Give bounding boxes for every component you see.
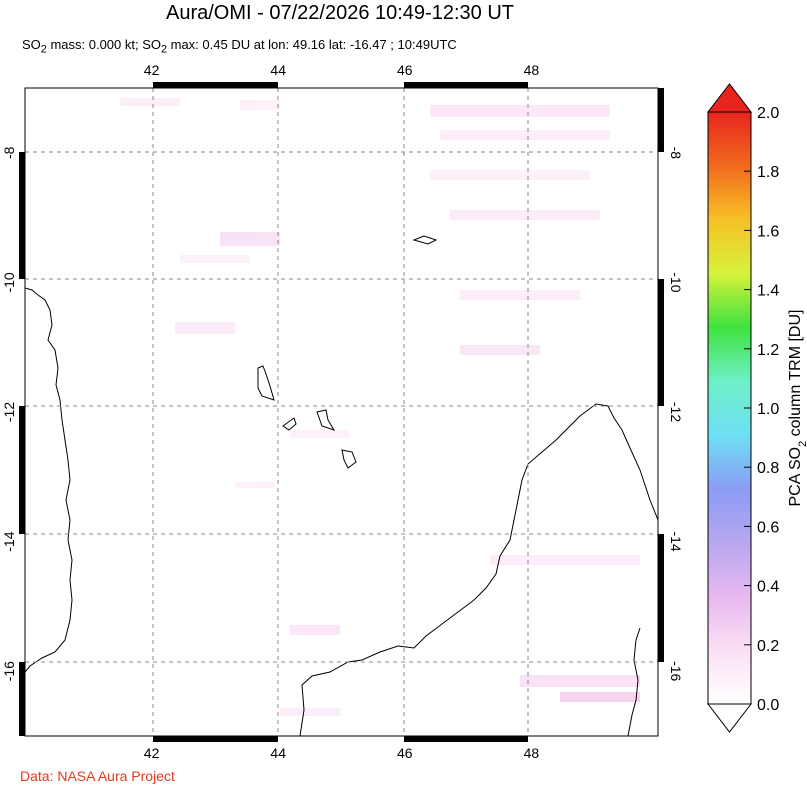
lat-ticks-left: -8 -10 -12 -14 -16 [1,146,17,681]
aldabra [412,235,438,245]
colorbar-tick-label: 1.0 [757,401,779,418]
lon-tick-label-bottom: 42 [144,745,160,761]
africa-coast [25,287,73,673]
colorbar-max-arrow [706,83,753,113]
lon-tick-label-bottom: 48 [524,745,540,761]
colorbar-tick-label: 1.2 [757,342,779,359]
lat-tick-label-right: -16 [668,661,684,681]
madagascar-coast [299,403,658,736]
data-credit: Data: NASA Aura Project [20,768,175,784]
lat-tick-label-right: -10 [668,272,684,292]
colorbar-tick-label: 1.4 [757,283,779,300]
anjouan [316,409,336,431]
colorbar-label-prefix: PCA SO [787,447,804,507]
madagascar-south-coast [627,627,641,736]
lon-tick-label-top: 42 [144,62,160,78]
colorbar-tick-label: 0.2 [757,638,779,655]
colorbar-tick-label: 2.0 [757,105,779,122]
colorbar-tick-label: 0.8 [757,460,779,477]
moheli [282,417,297,431]
lat-tick-label-left: -16 [1,661,17,681]
lon-tick-label-top: 44 [270,62,286,78]
lon-tick-label-bottom: 46 [397,745,413,761]
colorbar-min-arrow [706,703,753,733]
summary-mid: mass: 0.000 kt; SO [46,37,161,52]
colorbar-label-sub: 2 [797,441,807,447]
lat-tick-label-left: -10 [1,272,17,292]
colorbar-tick-label: 0.4 [757,579,779,596]
border-bars [19,82,664,742]
lat-tick-label-right: -8 [668,147,684,160]
colorbar-tick-label: 1.6 [757,223,779,240]
colorbar-tick-label: 0.6 [757,519,779,536]
lat-tick-label-left: -14 [1,531,17,551]
lat-tick-label-left: -12 [1,402,17,422]
lat-tick-label-left: -8 [1,146,17,159]
colorbar-tick-label: 1.8 [757,164,779,181]
lon-tick-label-top: 46 [397,62,413,78]
gridlines [25,88,658,736]
summary-sub1: 2 [40,43,47,56]
so2-summary: SO2 mass: 0.000 kt; SO2 max: 0.45 DU at … [22,37,457,56]
summary-prefix: SO [22,37,41,52]
summary-sub2: 2 [160,43,168,56]
lat-tick-label-right: -14 [668,531,684,551]
lon-ticks-bottom: 42 44 46 48 [144,745,540,761]
colorbar-ticks: 0.0 0.2 0.4 0.6 0.8 1.0 1.2 1.4 1.6 1.8 2.0 [744,105,779,714]
colorbar-label: PCA SO2 column TRM [DU] [787,310,807,507]
so2-swath [120,98,640,716]
colorbar-tick-label: 0.0 [757,697,779,714]
lon-tick-label-bottom: 44 [270,745,286,761]
mayotte [341,449,357,469]
summary-suffix: max: 0.45 DU at lon: 49.16 lat: -16.47 ;… [167,37,457,52]
grande-comore [257,365,275,401]
lon-tick-label-top: 48 [524,62,540,78]
coastlines [25,235,658,736]
lat-ticks-right: -8 -10 -12 -14 -16 [668,147,684,682]
lat-tick-label-right: -12 [668,402,684,422]
map-title: Aura/OMI - 07/22/2026 10:49-12:30 UT [166,2,514,24]
colorbar-label-suffix: column TRM [DU] [787,310,804,441]
lon-ticks-top: 42 44 46 48 [144,62,540,78]
colorbar-gradient [707,111,752,705]
